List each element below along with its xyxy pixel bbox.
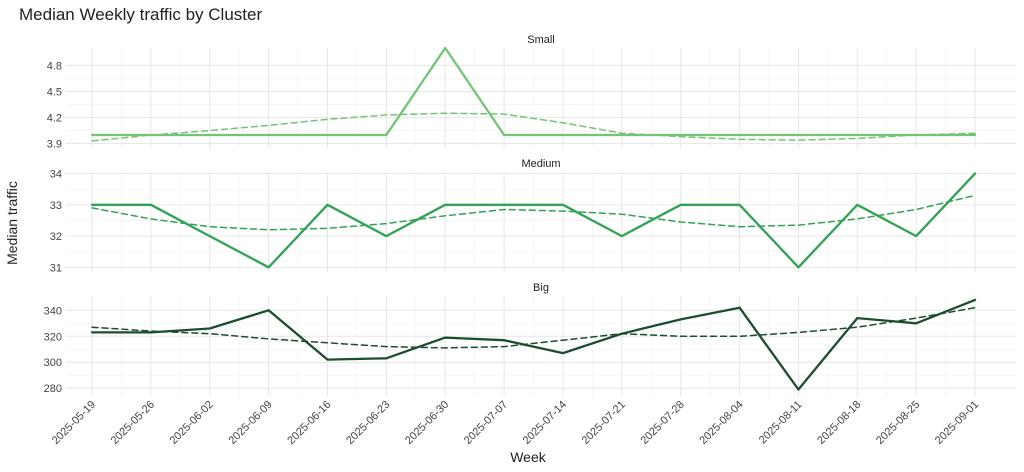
y-tick-label-medium: 34	[50, 169, 62, 181]
y-tick-label-big: 320	[44, 331, 62, 343]
panel-big: Big 280 300 320 340	[44, 282, 1016, 396]
y-tick-label-small: 4.5	[47, 86, 62, 98]
trend-line-medium	[91, 194, 976, 231]
panels-layer: Small 3.9 4.2 4.5 4.8 Medium 31 32 33 34 Big 280 300…	[44, 34, 1016, 396]
chart-title: Median Weekly traffic by Cluster	[19, 5, 262, 24]
x-axis: 2025-05-19 2025-05-26 2025-06-02 2025-06-09…	[50, 399, 981, 447]
x-tick-label: 2025-06-23	[344, 399, 392, 447]
y-axis-title: Median traffic	[4, 181, 20, 265]
facet-label-big: Big	[533, 282, 549, 294]
y-tick-label-medium: 31	[50, 262, 62, 274]
x-tick-label: 2025-07-07	[462, 399, 510, 447]
x-tick-label: 2025-06-09	[226, 399, 274, 447]
panel-medium: Medium 31 32 33 34	[50, 158, 1016, 274]
x-tick-label: 2025-08-11	[757, 399, 805, 447]
facet-label-small: Small	[527, 34, 555, 46]
x-tick-label: 2025-08-18	[815, 399, 863, 447]
x-tick-label: 2025-07-21	[580, 399, 628, 447]
y-tick-label-big: 340	[44, 305, 62, 317]
x-tick-label: 2025-07-28	[639, 399, 687, 447]
x-tick-label: 2025-06-30	[403, 399, 451, 447]
y-tick-label-small: 4.8	[47, 60, 62, 72]
x-tick-label: 2025-07-14	[521, 399, 569, 447]
x-tick-label: 2025-05-26	[109, 399, 157, 447]
x-axis-title: Week	[510, 449, 547, 465]
y-tick-label-medium: 32	[50, 231, 62, 243]
facet-label-medium: Medium	[521, 158, 560, 170]
series-line-medium	[90, 172, 977, 269]
series-line-small	[90, 46, 977, 137]
y-tick-label-big: 300	[44, 357, 62, 369]
x-tick-label: 2025-08-04	[697, 399, 745, 447]
x-tick-label: 2025-05-19	[50, 399, 98, 447]
y-tick-label-small: 3.9	[47, 139, 62, 151]
panel-small: Small 3.9 4.2 4.5 4.8	[47, 34, 1016, 151]
trend-line-small	[91, 112, 976, 142]
y-tick-label-medium: 33	[50, 200, 62, 212]
trend-line-big	[91, 306, 976, 349]
x-tick-label: 2025-06-02	[168, 399, 216, 447]
y-tick-label-big: 280	[44, 383, 62, 395]
series-line-big	[90, 298, 977, 391]
x-tick-label: 2025-09-01	[933, 399, 981, 447]
y-tick-label-small: 4.2	[47, 113, 62, 125]
x-tick-label: 2025-08-25	[874, 399, 922, 447]
x-tick-label: 2025-06-16	[285, 399, 333, 447]
